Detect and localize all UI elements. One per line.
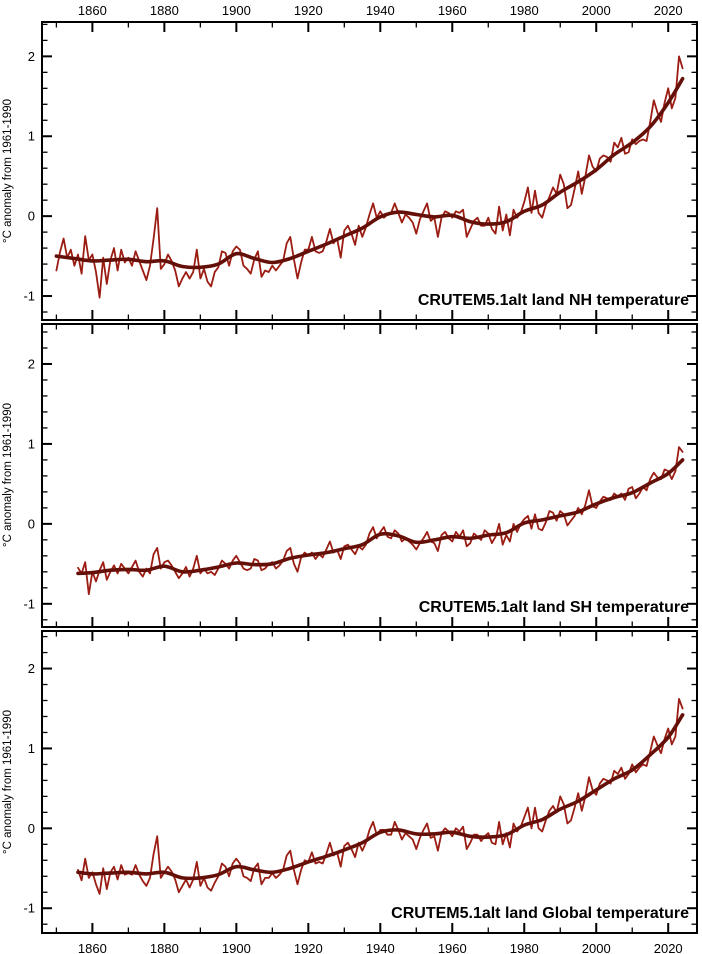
y-tick-label: 1 bbox=[28, 129, 35, 144]
panel-frame bbox=[41, 21, 698, 321]
y-tick-label: 1 bbox=[28, 741, 35, 756]
x-tick-label: 1980 bbox=[510, 941, 539, 954]
x-tick-label: 1980 bbox=[510, 3, 539, 18]
annual-anomaly-line bbox=[77, 698, 684, 895]
y-axis-label: °C anomaly from 1961-1990 bbox=[2, 403, 14, 547]
smoothed-anomaly-line bbox=[54, 76, 685, 270]
panel-title-global: CRUTEM5.1alt land Global temperature bbox=[391, 905, 689, 922]
panel-frame bbox=[41, 630, 698, 934]
annual-anomaly-line bbox=[77, 446, 684, 596]
x-tick-label: 2000 bbox=[582, 3, 611, 18]
x-tick-label: 1960 bbox=[438, 3, 467, 18]
y-tick-label: 2 bbox=[28, 661, 35, 676]
x-tick-label: 1940 bbox=[366, 941, 395, 954]
y-tick-label: 2 bbox=[28, 356, 35, 371]
y-tick-label: 0 bbox=[28, 516, 35, 531]
y-tick-label: -1 bbox=[23, 596, 35, 611]
panel-title-sh: CRUTEM5.1alt land SH temperature bbox=[419, 599, 689, 616]
panel-global-temperature: °C anomaly from 1961-1990 CRUTEM5.1alt l… bbox=[2, 630, 698, 954]
x-tick-label: 1920 bbox=[294, 3, 323, 18]
x-tick-label: 1960 bbox=[438, 941, 467, 954]
smoothed-anomaly-line bbox=[76, 713, 685, 881]
y-tick-label: -1 bbox=[23, 901, 35, 916]
y-axis-label: °C anomaly from 1961-1990 bbox=[2, 99, 14, 243]
y-tick-label: 0 bbox=[28, 209, 35, 224]
x-tick-label: 2020 bbox=[654, 941, 683, 954]
x-tick-label: 2020 bbox=[654, 3, 683, 18]
y-tick-label: -1 bbox=[23, 289, 35, 304]
x-tick-label: 1920 bbox=[294, 941, 323, 954]
x-tick-label: 1860 bbox=[78, 941, 107, 954]
x-tick-label: 1940 bbox=[366, 3, 395, 18]
panel-title-nh: CRUTEM5.1alt land NH temperature bbox=[418, 292, 689, 309]
smoothed-anomaly-line bbox=[76, 458, 685, 576]
y-axis-label: °C anomaly from 1961-1990 bbox=[2, 710, 14, 854]
x-tick-label: 2000 bbox=[582, 941, 611, 954]
annual-anomaly-line bbox=[55, 55, 684, 299]
y-tick-label: 2 bbox=[28, 49, 35, 64]
x-tick-label: 1880 bbox=[150, 3, 179, 18]
y-tick-label: 0 bbox=[28, 821, 35, 836]
x-tick-label: 1880 bbox=[150, 941, 179, 954]
panel-sh-temperature: °C anomaly from 1961-1990 CRUTEM5.1alt l… bbox=[2, 323, 698, 628]
x-tick-label: 1900 bbox=[222, 941, 251, 954]
x-tick-label: 1900 bbox=[222, 3, 251, 18]
x-tick-label: 1860 bbox=[78, 3, 107, 18]
panel-frame bbox=[41, 323, 698, 628]
y-tick-label: 1 bbox=[28, 436, 35, 451]
panel-nh-temperature: °C anomaly from 1961-1990 CRUTEM5.1alt l… bbox=[2, 3, 698, 321]
